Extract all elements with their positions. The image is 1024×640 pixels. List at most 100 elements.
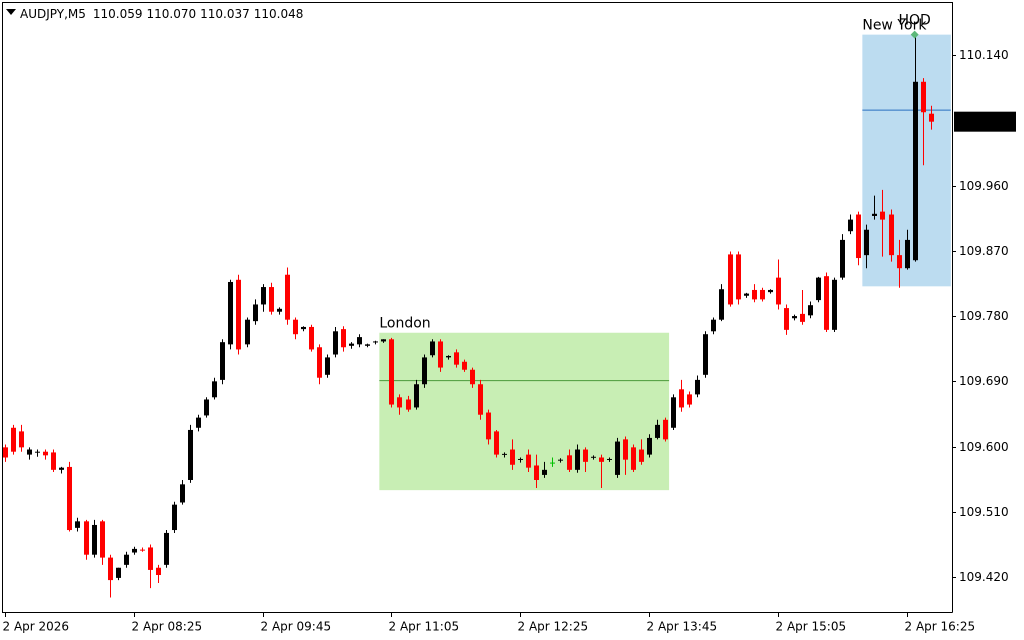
candle-body <box>526 454 531 468</box>
candle-body <box>510 449 515 465</box>
x-tick-label: 2 Apr 15:05 <box>776 620 847 634</box>
candle-body <box>631 447 636 470</box>
candle-body <box>929 113 934 122</box>
candle-body <box>51 452 56 470</box>
candle-body <box>913 81 918 261</box>
candle-body <box>67 466 72 531</box>
candle-body <box>11 427 16 452</box>
candle-body <box>856 214 861 259</box>
header-menu-triangle[interactable] <box>6 9 16 15</box>
candle-body <box>245 319 250 345</box>
x-tick-label: 2 Apr 09:45 <box>261 620 332 634</box>
candle-body <box>760 289 765 300</box>
x-tick-label: 2 Apr 2026 <box>3 620 70 634</box>
candle-body <box>261 287 266 305</box>
y-tick-label: 109.420 <box>959 570 1009 584</box>
candle-body <box>349 343 354 346</box>
chart-header: AUDJPY,M5 110.059 110.070 110.037 110.048 <box>6 7 303 21</box>
candle-body <box>228 281 233 345</box>
candle-body <box>164 532 169 565</box>
candle-body <box>92 524 97 555</box>
candle-body <box>422 357 427 385</box>
y-tick-label: 109.690 <box>959 374 1009 388</box>
candle-body <box>236 279 241 350</box>
candle-body <box>736 254 741 300</box>
candle-body <box>703 334 708 375</box>
y-tick-label: 109.960 <box>959 179 1009 193</box>
candle-body <box>3 447 8 458</box>
candle-body <box>575 449 580 470</box>
candle-body <box>687 394 692 405</box>
candle-body <box>776 277 781 305</box>
candle-body <box>470 369 475 385</box>
candle-body <box>381 339 386 342</box>
x-tick-label: 2 Apr 16:25 <box>905 620 976 634</box>
candle-body <box>212 381 217 398</box>
candle-body <box>478 384 483 415</box>
x-tick-label: 2 Apr 08:25 <box>132 620 203 634</box>
candle-body <box>623 439 628 460</box>
candle-body <box>719 289 724 320</box>
candle-body <box>872 213 877 216</box>
axes: 110.140 109.960 109.870 109.780 109.690 109.6… <box>2 2 1016 634</box>
candle-body <box>293 319 298 335</box>
candle-body <box>695 379 700 395</box>
candle-body <box>848 219 853 232</box>
candle-body <box>655 424 660 438</box>
candle-body <box>414 384 419 408</box>
y-tick-label: 109.510 <box>959 505 1009 519</box>
candle-body <box>921 81 926 113</box>
candle-body <box>615 441 620 475</box>
session-label: London <box>379 316 430 332</box>
candle-body <box>889 214 894 256</box>
candle-body <box>744 293 749 296</box>
sessions: London New York <box>379 18 951 491</box>
candle-body <box>325 357 330 375</box>
symbol: AUDJPY,M5 <box>20 7 86 21</box>
x-tick-label: 2 Apr 13:45 <box>647 620 718 634</box>
y-tick-label: 109.600 <box>959 440 1009 454</box>
candle-body <box>808 305 813 316</box>
candle-body <box>301 326 306 330</box>
candle-body <box>558 459 563 461</box>
header-close: 110.048 <box>254 7 304 21</box>
candle-body <box>156 567 161 576</box>
x-tick-label: 2 Apr 11:05 <box>389 620 460 634</box>
candle-body <box>567 455 572 470</box>
current-price-tag <box>954 111 1016 132</box>
candle-body <box>454 352 459 365</box>
candle-body <box>486 412 491 440</box>
session-label: New York <box>862 18 927 34</box>
candle-body <box>108 557 113 581</box>
candle-body <box>204 399 209 416</box>
y-tick-label: 110.140 <box>959 48 1009 62</box>
candle-body <box>711 319 716 332</box>
header-low: 110.037 <box>200 7 250 21</box>
candle-body <box>373 341 378 343</box>
candle-body <box>905 239 910 269</box>
y-tick-label: 109.870 <box>959 244 1009 258</box>
candle-body <box>550 462 555 464</box>
candle-body <box>663 419 668 440</box>
candle-body <box>124 554 129 565</box>
x-tick-label: 2 Apr 12:25 <box>518 620 589 634</box>
candle-body <box>446 355 451 358</box>
candle-body <box>840 239 845 278</box>
candle-body <box>132 548 137 553</box>
header-open: 110.059 <box>93 7 143 21</box>
candle-body <box>752 289 757 300</box>
candle-body <box>140 549 145 551</box>
candle-body <box>639 449 644 462</box>
candle-body <box>583 449 588 462</box>
candle-body <box>679 389 684 408</box>
candle-body <box>357 337 362 345</box>
candle-body <box>518 458 523 460</box>
session-box <box>379 332 670 491</box>
candle-body <box>43 451 48 456</box>
candle-body <box>647 437 652 455</box>
candle-body <box>253 304 258 322</box>
candle-body <box>816 277 821 301</box>
header-high: 110.070 <box>147 7 197 21</box>
